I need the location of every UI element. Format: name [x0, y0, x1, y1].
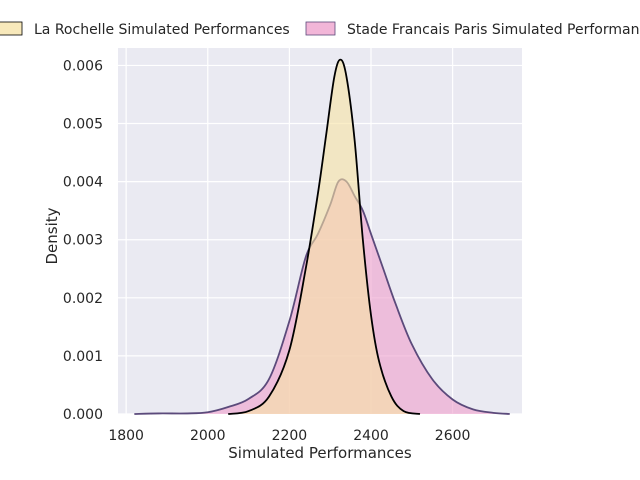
y-tick-label: 0.003 — [63, 233, 103, 249]
y-tick-label: 0.006 — [63, 58, 103, 74]
y-axis-label: Density — [43, 207, 61, 264]
y-tick-label: 0.004 — [63, 175, 103, 191]
y-tick-label: 0.005 — [63, 117, 103, 133]
legend: La Rochelle Simulated Performances Stade … — [0, 21, 640, 38]
legend-swatch — [0, 21, 23, 36]
legend-label: La Rochelle Simulated Performances — [34, 22, 290, 38]
legend-label: Stade Francais Paris Simulated Performan… — [347, 22, 640, 38]
y-tick-label: 0.001 — [63, 349, 103, 365]
x-axis-label: Simulated Performances — [228, 444, 412, 462]
x-tick-label: 2600 — [435, 428, 471, 444]
y-tick-labels: 0.000 0.001 0.002 0.003 0.004 0.005 0.006 — [63, 58, 103, 423]
legend-swatch — [305, 21, 336, 36]
y-tick-label: 0.000 — [63, 407, 103, 423]
x-tick-labels: 1800 2000 2200 2400 2600 — [108, 428, 470, 444]
density-line-series-1 — [228, 58, 421, 415]
density-series — [134, 58, 510, 415]
x-tick-label: 1800 — [108, 428, 144, 444]
x-tick-label: 2400 — [353, 428, 389, 444]
x-tick-label: 2200 — [272, 428, 308, 444]
x-tick-label: 2000 — [190, 428, 226, 444]
y-tick-label: 0.002 — [63, 291, 103, 307]
